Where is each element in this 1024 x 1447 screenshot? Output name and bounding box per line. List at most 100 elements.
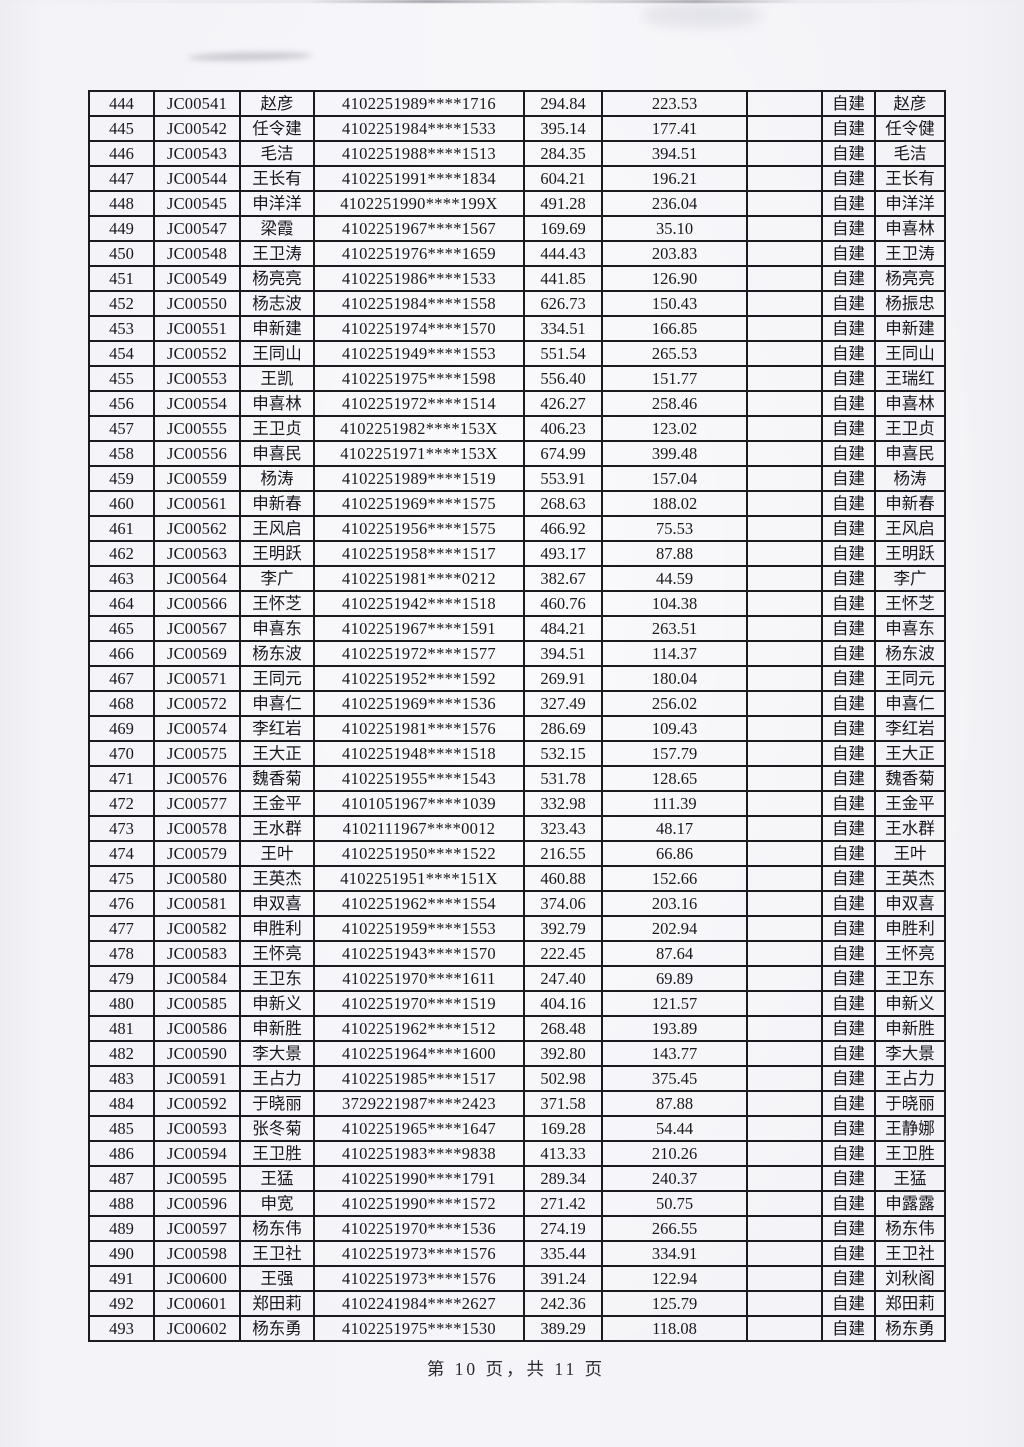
cell-seq: 483 <box>88 1065 155 1092</box>
cell-amount1: 392.79 <box>523 915 603 942</box>
cell-name: 王占力 <box>239 1065 315 1092</box>
cell-amount2: 75.53 <box>601 515 748 542</box>
cell-amount2: 334.91 <box>601 1240 748 1267</box>
table-row: 482 JC00590 李大景 4102251964****1600 392.80 143… <box>88 1040 946 1067</box>
cell-code: JC00550 <box>153 290 241 317</box>
cell-amount2: 66.86 <box>601 840 748 867</box>
cell-id-number: 4102251970****1536 <box>313 1215 525 1242</box>
cell-amount1: 169.69 <box>523 215 603 242</box>
cell-seq: 446 <box>88 140 155 167</box>
table-row: 464 JC00566 王怀芝 4102251942****1518 460.76 104… <box>88 590 946 617</box>
cell-id-number: 4102251974****1570 <box>313 315 525 342</box>
table-row: 493 JC00602 杨东勇 4102251975****1530 389.29 118… <box>88 1315 946 1342</box>
table-row: 472 JC00577 王金平 4101051967****1039 332.98 111… <box>88 790 946 817</box>
cell-code: JC00578 <box>153 815 241 842</box>
cell-blank <box>746 515 823 542</box>
cell-confirm-name: 申洋洋 <box>874 190 946 217</box>
cell-amount1: 216.55 <box>523 840 603 867</box>
cell-id-number: 4102251970****1519 <box>313 990 525 1017</box>
cell-amount2: 210.26 <box>601 1140 748 1167</box>
cell-id-number: 4102251975****1598 <box>313 365 525 392</box>
cell-seq: 470 <box>88 740 155 767</box>
cell-build-type: 自建 <box>821 765 876 792</box>
cell-name: 王大正 <box>239 740 315 767</box>
cell-amount1: 406.23 <box>523 415 603 442</box>
cell-code: JC00582 <box>153 915 241 942</box>
cell-confirm-name: 王水群 <box>874 815 946 842</box>
table-row: 468 JC00572 申喜仁 4102251969****1536 327.49 256… <box>88 690 946 717</box>
cell-build-type: 自建 <box>821 465 876 492</box>
cell-confirm-name: 杨振忠 <box>874 290 946 317</box>
cell-seq: 478 <box>88 940 155 967</box>
cell-name: 杨东伟 <box>239 1215 315 1242</box>
page-footer: 第 10 页，共 11 页 <box>426 1359 606 1379</box>
cell-seq: 477 <box>88 915 155 942</box>
cell-build-type: 自建 <box>821 1315 876 1342</box>
table-row: 451 JC00549 杨亮亮 4102251986****1533 441.85 126… <box>88 265 946 292</box>
cell-seq: 476 <box>88 890 155 917</box>
cell-blank <box>746 1165 823 1192</box>
cell-id-number: 4102251959****1553 <box>313 915 525 942</box>
cell-amount1: 444.43 <box>523 240 603 267</box>
cell-amount1: 392.80 <box>523 1040 603 1067</box>
cell-amount1: 466.92 <box>523 515 603 542</box>
cell-seq: 485 <box>88 1115 155 1142</box>
cell-name: 王卫贞 <box>239 415 315 442</box>
cell-confirm-name: 申新胜 <box>874 1015 946 1042</box>
cell-name: 王凯 <box>239 365 315 392</box>
cell-code: JC00564 <box>153 565 241 592</box>
table-row: 456 JC00554 申喜林 4102251972****1514 426.27 258… <box>88 390 946 417</box>
cell-confirm-name: 王长有 <box>874 165 946 192</box>
cell-amount1: 626.73 <box>523 290 603 317</box>
cell-blank <box>746 190 823 217</box>
cell-name: 李广 <box>239 565 315 592</box>
cell-blank <box>746 715 823 742</box>
cell-code: JC00583 <box>153 940 241 967</box>
table-row: 477 JC00582 申胜利 4102251959****1553 392.79 202… <box>88 915 946 942</box>
cell-code: JC00566 <box>153 590 241 617</box>
cell-build-type: 自建 <box>821 165 876 192</box>
cell-code: JC00600 <box>153 1265 241 1292</box>
cell-confirm-name: 申喜民 <box>874 440 946 467</box>
cell-confirm-name: 王猛 <box>874 1165 946 1192</box>
table-row: 450 JC00548 王卫涛 4102251976****1659 444.43 203… <box>88 240 946 267</box>
cell-amount2: 203.16 <box>601 890 748 917</box>
cell-blank <box>746 940 823 967</box>
cell-blank <box>746 1115 823 1142</box>
cell-id-number: 4102251973****1576 <box>313 1265 525 1292</box>
cell-amount2: 202.94 <box>601 915 748 942</box>
cell-amount2: 114.37 <box>601 640 748 667</box>
table-row: 459 JC00559 杨涛 4102251989****1519 553.91 157.… <box>88 465 946 492</box>
cell-name: 申洋洋 <box>239 190 315 217</box>
cell-amount1: 269.91 <box>523 665 603 692</box>
cell-name: 任令建 <box>239 115 315 142</box>
cell-id-number: 4102251942****1518 <box>313 590 525 617</box>
cell-blank <box>746 815 823 842</box>
cell-confirm-name: 杨东勇 <box>874 1315 946 1342</box>
cell-name: 王强 <box>239 1265 315 1292</box>
cell-confirm-name: 王占力 <box>874 1065 946 1092</box>
cell-confirm-name: 王卫贞 <box>874 415 946 442</box>
table-row: 478 JC00583 王怀亮 4102251943****1570 222.45 87.… <box>88 940 946 967</box>
cell-confirm-name: 王怀亮 <box>874 940 946 967</box>
cell-blank <box>746 1265 823 1292</box>
cell-amount2: 265.53 <box>601 340 748 367</box>
cell-amount2: 223.53 <box>601 90 748 117</box>
cell-name: 王卫胜 <box>239 1140 315 1167</box>
cell-id-number: 4102251985****1517 <box>313 1065 525 1092</box>
cell-name: 魏香菊 <box>239 765 315 792</box>
cell-seq: 475 <box>88 865 155 892</box>
cell-code: JC00554 <box>153 390 241 417</box>
cell-code: JC00553 <box>153 365 241 392</box>
cell-build-type: 自建 <box>821 840 876 867</box>
cell-build-type: 自建 <box>821 190 876 217</box>
cell-build-type: 自建 <box>821 240 876 267</box>
cell-seq: 472 <box>88 790 155 817</box>
cell-seq: 492 <box>88 1290 155 1317</box>
cell-blank <box>746 890 823 917</box>
cell-code: JC00549 <box>153 265 241 292</box>
cell-name: 杨亮亮 <box>239 265 315 292</box>
cell-build-type: 自建 <box>821 1115 876 1142</box>
cell-amount1: 371.58 <box>523 1090 603 1117</box>
cell-code: JC00576 <box>153 765 241 792</box>
